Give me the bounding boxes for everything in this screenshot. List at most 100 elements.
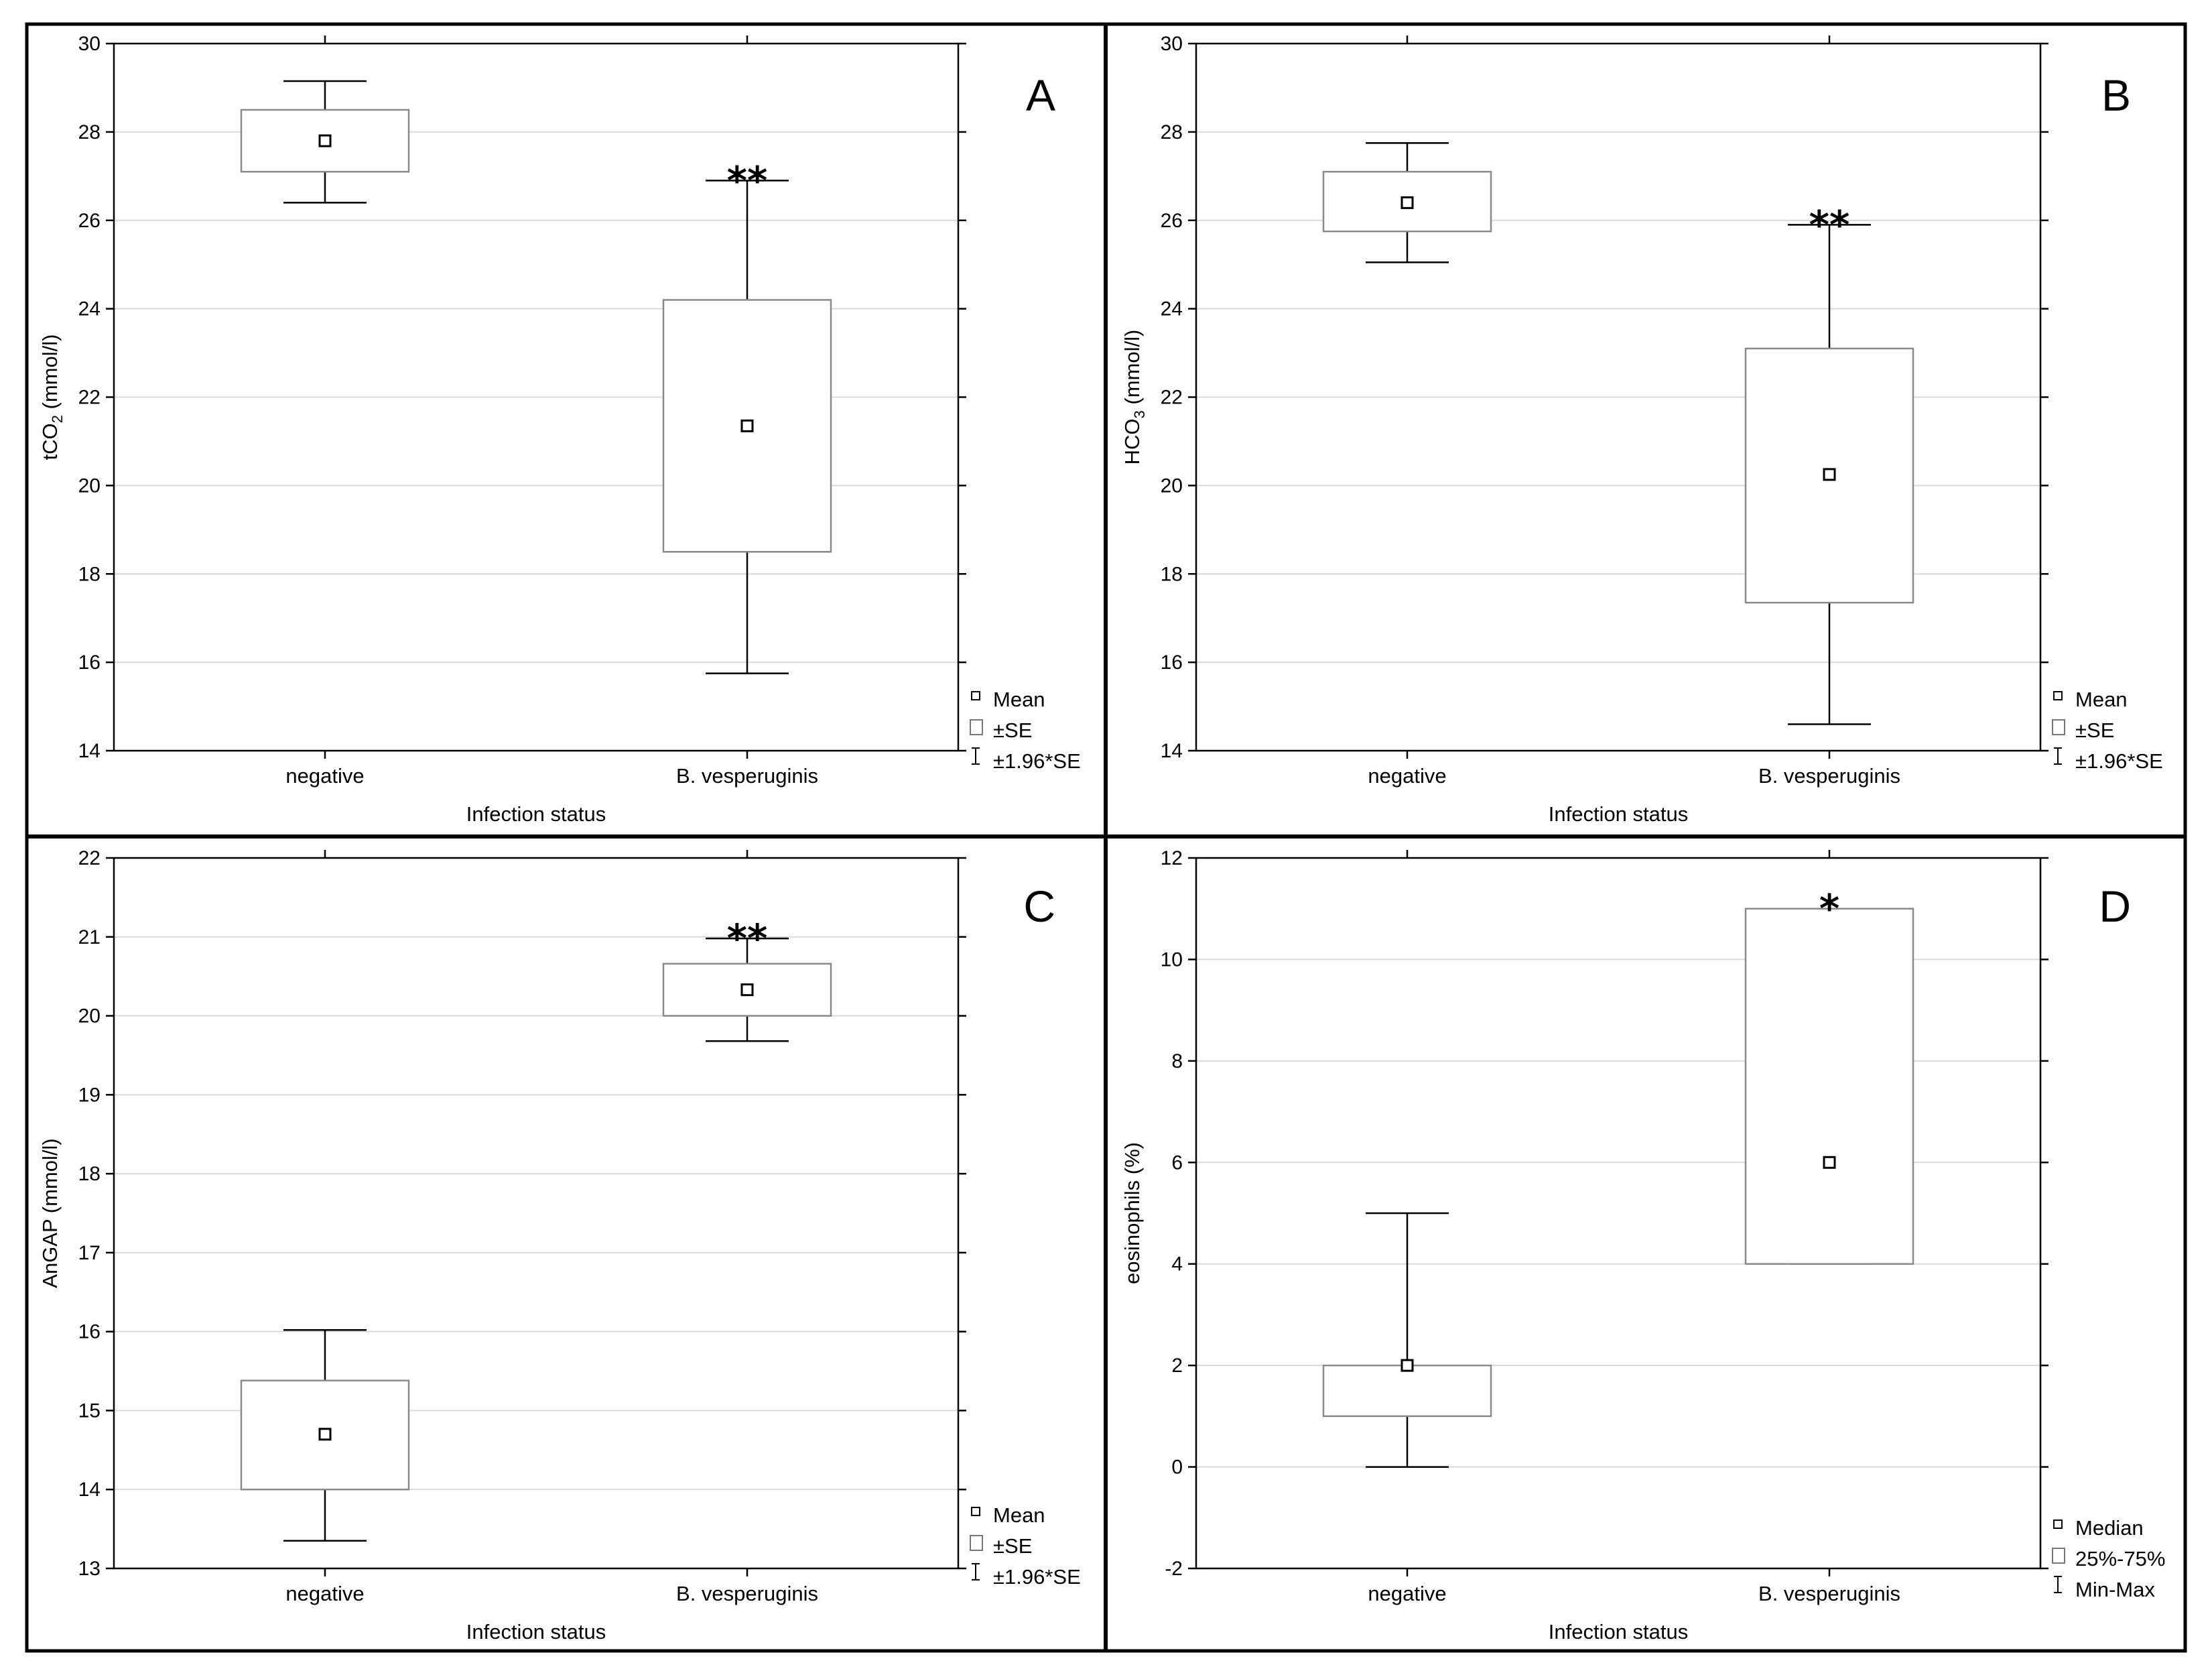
center-marker (318, 1428, 332, 1441)
y-axis-title-subscript: 3 (1131, 410, 1148, 418)
legend-label: ±1.96*SE (993, 1565, 1081, 1589)
box-series-1: ** (662, 916, 832, 1042)
y-tick-label: 30 (1161, 33, 1183, 55)
panel-letter: B (2101, 70, 2131, 120)
y-tick-label: 0 (1171, 1456, 1183, 1479)
y-axis-title-unit: (mmol/l) (1120, 330, 1144, 411)
y-tick-label: 19 (78, 1084, 101, 1106)
y-axis-title-name: HCO (1120, 418, 1144, 464)
y-tick-label: 10 (1161, 948, 1183, 971)
legend-label: ±SE (2075, 719, 2114, 742)
legend-label: Mean (2075, 688, 2128, 711)
y-tick-label: 20 (78, 475, 101, 497)
y-axis-title: HCO3 (mmol/l) (1120, 330, 1148, 465)
box-series-1: ** (1744, 202, 1914, 725)
center-marker (740, 983, 754, 997)
y-axis-title-name: tCO (38, 423, 62, 460)
x-axis-title: Infection status (1549, 1620, 1689, 1643)
significance-label: ** (727, 158, 768, 203)
y-axis-title-unit: (mmol/l) (38, 334, 62, 416)
box-series-0 (1322, 1212, 1492, 1468)
y-tick-label: 22 (78, 387, 101, 409)
legend: Mean ±SE ±1.96*SE (970, 1503, 1081, 1589)
center-marker (740, 419, 754, 432)
legend-box-symbol (2052, 719, 2065, 735)
y-tick-label: 28 (1161, 121, 1183, 143)
x-category-label: negative (285, 1582, 364, 1605)
y-axis-title: tCO2 (mmol/l) (38, 334, 66, 460)
x-category-label: negative (1368, 1582, 1446, 1605)
legend: Median 25%-75% Min-Max (2052, 1516, 2165, 1601)
x-category-label: B. vesperuginis (676, 1582, 818, 1605)
y-tick-label: 14 (78, 740, 101, 762)
legend-mean-symbol (971, 691, 980, 700)
x-category-label: negative (285, 764, 364, 788)
y-tick-label: 4 (1171, 1253, 1183, 1276)
y-tick-label: 26 (78, 210, 101, 232)
y-axis-title-name: eosinophils (1120, 1180, 1144, 1284)
panel-letter: D (2099, 881, 2131, 931)
legend-label: Mean (993, 1503, 1045, 1527)
panel-letter: C (1023, 881, 1055, 931)
y-axis-title: eosinophils (%) (1120, 1142, 1144, 1284)
center-marker (1823, 468, 1836, 481)
x-category-label: B. vesperuginis (676, 764, 818, 788)
legend-label: ±1.96*SE (2075, 749, 2163, 773)
y-tick-label: 18 (1161, 563, 1183, 585)
y-tick-label: 8 (1171, 1050, 1183, 1072)
legend-mean-symbol (2053, 1519, 2063, 1529)
y-tick-label: 21 (78, 926, 101, 948)
y-tick-label: -2 (1165, 1558, 1183, 1580)
panel-letter: A (1026, 70, 1055, 120)
legend-label: ±SE (993, 1534, 1032, 1558)
center-marker (318, 134, 332, 147)
box-series-1: * (1744, 886, 1914, 1265)
y-axis-title-unit: (%) (1120, 1142, 1144, 1180)
y-tick-label: 18 (78, 1163, 101, 1185)
legend-mean-symbol (971, 1507, 980, 1516)
y-tick-label: 17 (78, 1242, 101, 1264)
y-tick-label: 26 (1161, 210, 1183, 232)
x-category-label: negative (1368, 764, 1446, 788)
x-category-label: B. vesperuginis (1758, 764, 1900, 788)
y-tick-label: 22 (78, 847, 101, 869)
significance-label: * (1819, 886, 1839, 932)
y-tick-label: 15 (78, 1400, 101, 1422)
x-axis-title: Infection status (466, 1620, 606, 1643)
y-axis-title-name: AnGAP (38, 1219, 62, 1288)
y-tick-label: 22 (1161, 387, 1183, 409)
chart-panel-d: -2 0 2 4 6 8 10 12 negative B. vesperuginis Infect… (1120, 847, 2165, 1643)
legend-label: ±SE (993, 719, 1032, 742)
y-tick-label: 16 (78, 652, 101, 674)
y-tick-label: 16 (1161, 652, 1183, 674)
chart-panel-b: 14 16 18 20 22 24 26 28 30 negative B. vesperugini… (1120, 33, 2163, 826)
y-tick-label: 18 (78, 563, 101, 585)
legend-label: Median (2075, 1516, 2144, 1540)
y-tick-label: 20 (78, 1005, 101, 1028)
y-tick-label: 14 (1161, 740, 1183, 762)
legend-label: 25%-75% (2075, 1547, 2165, 1570)
center-marker (1401, 1359, 1414, 1372)
y-tick-label: 13 (78, 1558, 101, 1580)
x-category-label: B. vesperuginis (1758, 1582, 1900, 1605)
y-axis-title-subscript: 2 (49, 415, 66, 423)
legend-box-symbol (970, 1535, 983, 1551)
chart-panel-a: 14 16 18 20 22 24 26 28 30 negative B. vesperugini… (38, 33, 1081, 826)
legend-label: Min-Max (2075, 1578, 2155, 1601)
legend-box-symbol (2052, 1548, 2065, 1564)
box-series-0 (240, 80, 410, 204)
box-series-1: ** (662, 158, 832, 674)
plot-area-frame (1195, 857, 2042, 1570)
legend: Mean ±SE ±1.96*SE (970, 688, 1081, 773)
y-tick-label: 24 (1161, 298, 1183, 320)
center-marker (1823, 1156, 1836, 1169)
significance-label: ** (1809, 202, 1850, 247)
box-series-0 (1322, 142, 1492, 263)
box-series-0 (240, 1329, 410, 1542)
y-tick-label: 16 (78, 1321, 101, 1343)
y-axis-title-unit: (mmol/l) (38, 1138, 62, 1219)
y-tick-label: 24 (78, 298, 101, 320)
legend: Mean ±SE ±1.96*SE (2052, 688, 2163, 773)
significance-label: ** (727, 916, 768, 961)
